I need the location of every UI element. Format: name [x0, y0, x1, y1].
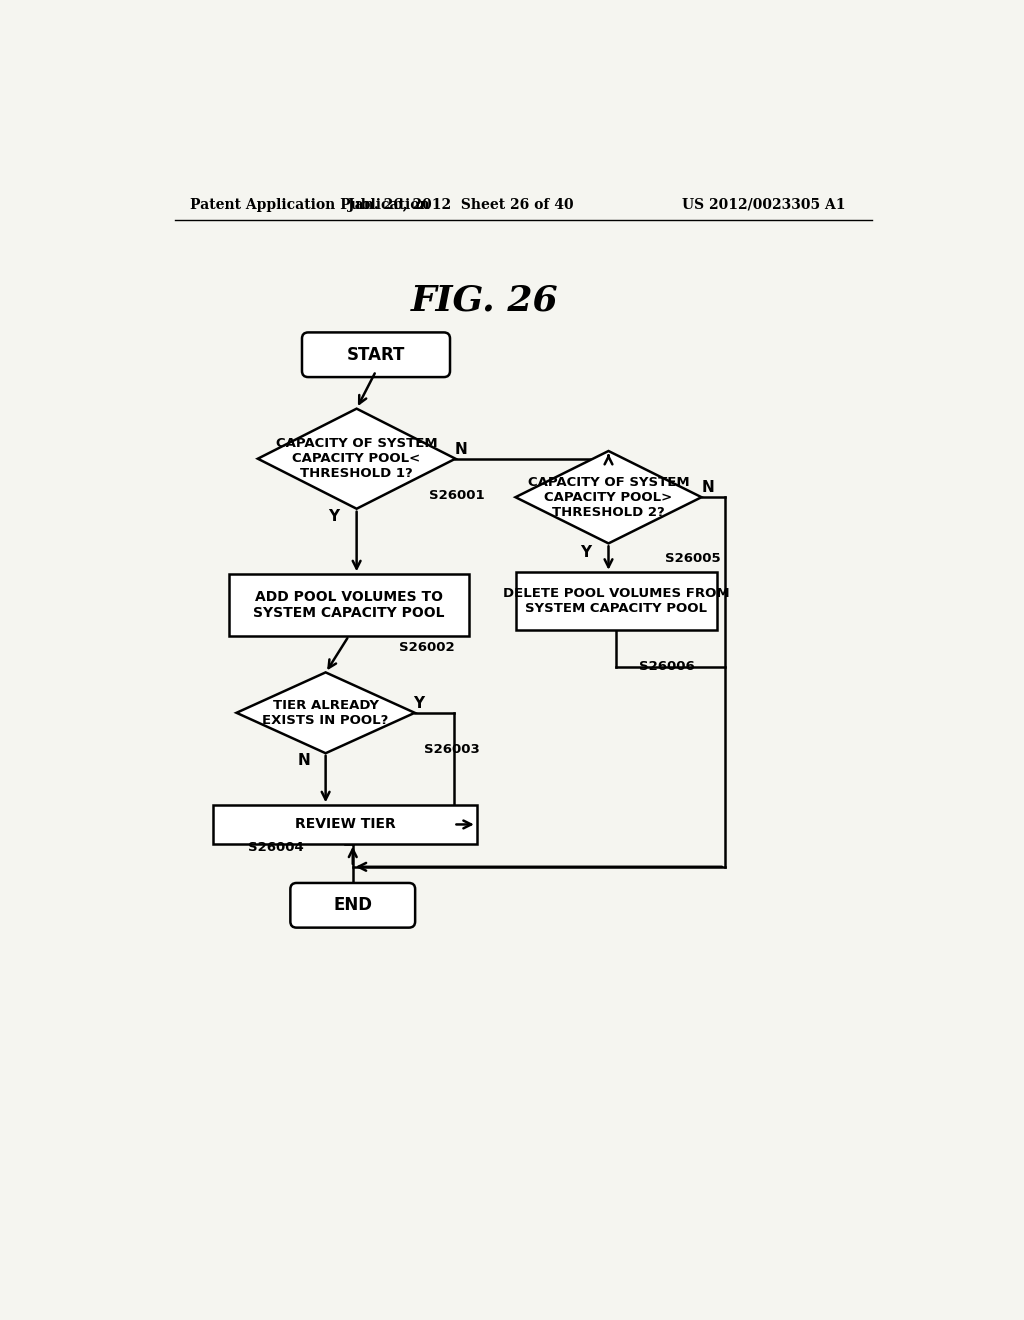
- Bar: [515, 573, 717, 630]
- Text: S26005: S26005: [665, 552, 721, 565]
- Text: S26003: S26003: [424, 743, 480, 756]
- Bar: [228, 574, 469, 636]
- Text: START: START: [347, 346, 406, 364]
- Text: Y: Y: [328, 510, 339, 524]
- Text: Y: Y: [580, 545, 591, 560]
- Text: N: N: [298, 752, 310, 768]
- Text: DELETE POOL VOLUMES FROM
SYSTEM CAPACITY POOL: DELETE POOL VOLUMES FROM SYSTEM CAPACITY…: [503, 587, 729, 615]
- Polygon shape: [515, 451, 701, 544]
- Bar: [213, 805, 477, 843]
- Text: US 2012/0023305 A1: US 2012/0023305 A1: [682, 198, 845, 211]
- Text: S26004: S26004: [248, 841, 304, 854]
- Polygon shape: [258, 409, 456, 508]
- Text: ADD POOL VOLUMES TO
SYSTEM CAPACITY POOL: ADD POOL VOLUMES TO SYSTEM CAPACITY POOL: [253, 590, 444, 620]
- Text: Y: Y: [413, 696, 424, 711]
- Text: S26002: S26002: [399, 640, 455, 653]
- Polygon shape: [237, 672, 415, 754]
- Text: CAPACITY OF SYSTEM
CAPACITY POOL>
THRESHOLD 2?: CAPACITY OF SYSTEM CAPACITY POOL> THRESH…: [527, 475, 689, 519]
- Text: END: END: [333, 896, 373, 915]
- Text: CAPACITY OF SYSTEM
CAPACITY POOL<
THRESHOLD 1?: CAPACITY OF SYSTEM CAPACITY POOL< THRESH…: [275, 437, 437, 480]
- Text: S26001: S26001: [429, 490, 484, 502]
- Text: Jan. 26, 2012  Sheet 26 of 40: Jan. 26, 2012 Sheet 26 of 40: [348, 198, 574, 211]
- Text: TIER ALREADY
EXISTS IN POOL?: TIER ALREADY EXISTS IN POOL?: [262, 698, 389, 727]
- FancyBboxPatch shape: [291, 883, 415, 928]
- FancyBboxPatch shape: [302, 333, 450, 378]
- Text: N: N: [455, 442, 468, 457]
- Text: Patent Application Publication: Patent Application Publication: [190, 198, 430, 211]
- Text: FIG. 26: FIG. 26: [411, 284, 558, 318]
- Text: S26006: S26006: [640, 660, 695, 673]
- Text: N: N: [701, 480, 714, 495]
- Text: REVIEW TIER: REVIEW TIER: [295, 817, 395, 832]
